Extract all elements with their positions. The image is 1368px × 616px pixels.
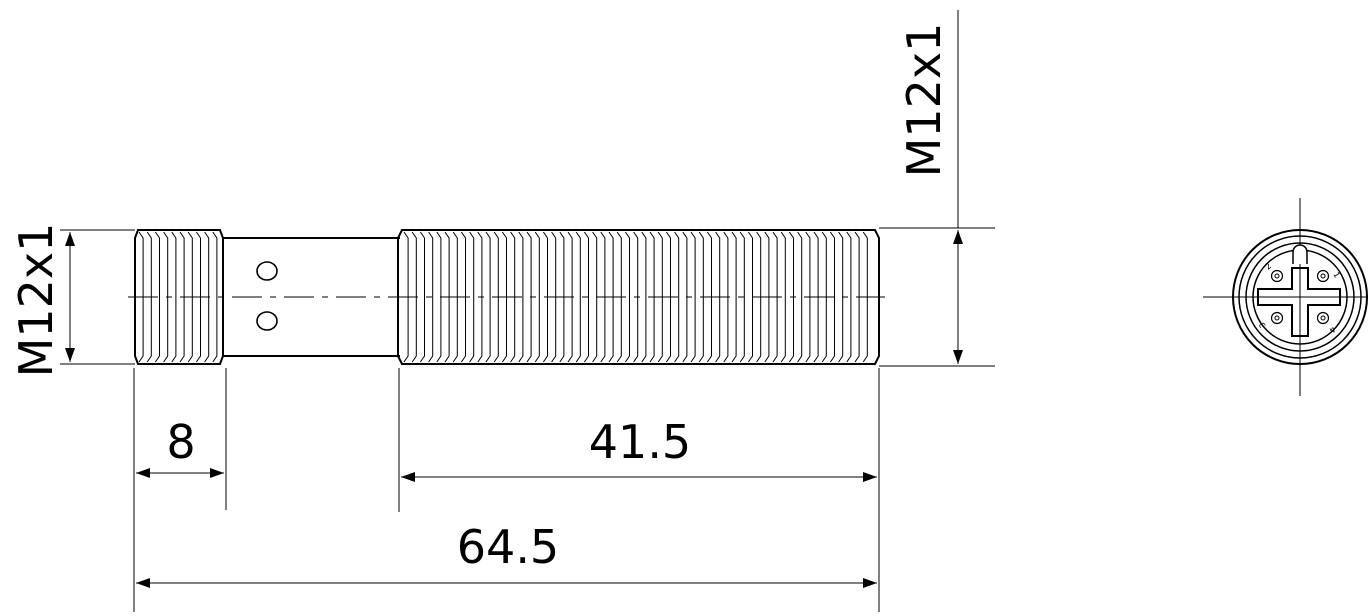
total-length-label: 64.5 [457, 520, 559, 574]
thread-ridge [747, 231, 753, 363]
front-length-label: 8 [166, 415, 195, 469]
thread-ridge [575, 231, 581, 363]
pin-4-label: 4 [1327, 325, 1337, 335]
thread-ridge [674, 231, 680, 363]
thread-ridge [731, 231, 737, 363]
pin-4 [1316, 311, 1330, 325]
led-indicator-bottom [256, 311, 278, 331]
thread-ridge [583, 231, 589, 363]
thread-ridge [846, 231, 852, 363]
thread-ridge [154, 231, 160, 363]
side-view [60, 10, 995, 612]
front-thread-label: M12x1 [9, 223, 63, 378]
thread-ridge [419, 231, 425, 363]
rear-thread-label: M12x1 [897, 23, 951, 178]
thread-ridge [518, 231, 524, 363]
thread-ridge [780, 231, 786, 363]
thread-ridge [534, 231, 540, 363]
pin-1 [1316, 269, 1330, 283]
pin-3-label: 3 [1257, 321, 1267, 330]
pin-1-label: 1 [1331, 271, 1341, 280]
thread-ridge [797, 231, 803, 363]
thread-ridge [428, 231, 434, 363]
extension-lines [60, 10, 995, 612]
pin-2 [1270, 269, 1284, 283]
thread-ridge [829, 231, 835, 363]
coding-key [1292, 244, 1308, 264]
thread-ridge [624, 231, 630, 363]
thread-ridge [469, 231, 475, 363]
thread-ridge [641, 231, 647, 363]
cross-insert [1257, 267, 1341, 337]
pin-3 [1270, 311, 1284, 325]
led-indicator-top [256, 261, 278, 281]
thread-ridge [690, 231, 696, 363]
thread-ridge [171, 231, 177, 363]
pin-labels: 1 2 3 4 [1257, 261, 1341, 334]
connector-end-view [1203, 198, 1368, 396]
pin-2-label: 2 [1264, 261, 1274, 271]
rear-length-label: 41.5 [589, 415, 691, 469]
thread-ridge [739, 231, 745, 363]
thread-ridge [485, 231, 491, 363]
thread-ridge [212, 231, 218, 363]
dimension-lines [65, 230, 963, 588]
middle-body [223, 237, 400, 357]
